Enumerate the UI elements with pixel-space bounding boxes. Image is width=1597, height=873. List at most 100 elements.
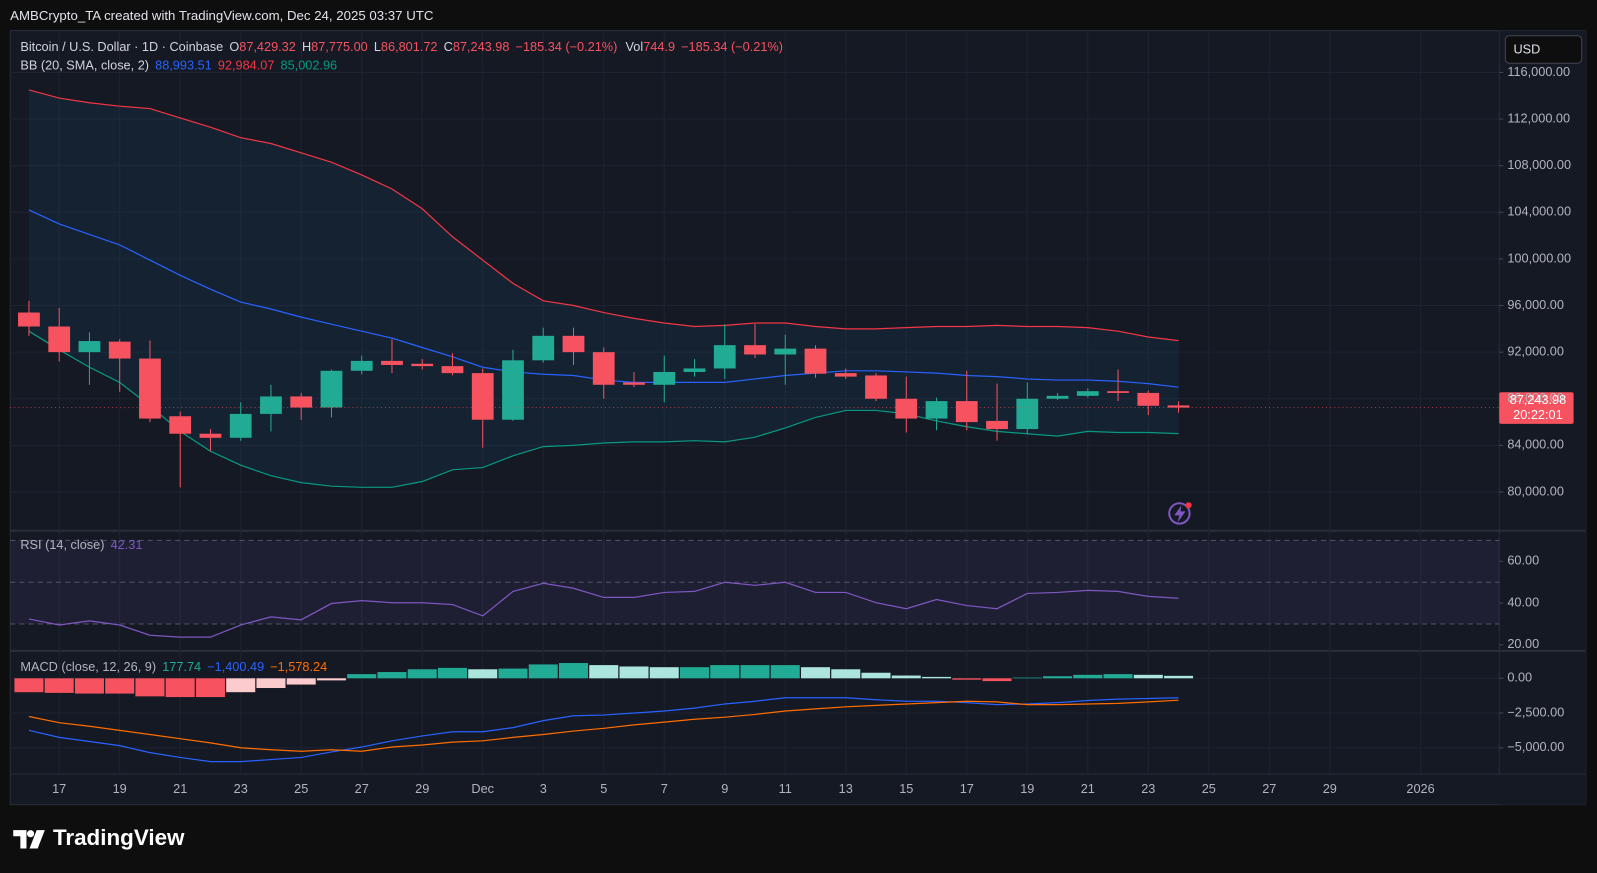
legend-item: L bbox=[374, 39, 381, 54]
candle-body bbox=[108, 341, 131, 359]
candle-body bbox=[653, 371, 676, 385]
x-tick-label: 17 bbox=[960, 781, 974, 796]
histogram-bar bbox=[437, 667, 468, 679]
y-tick-label: −5,000.00 bbox=[1507, 739, 1564, 754]
legend-item: 42.31 bbox=[111, 537, 143, 552]
x-tick-label: 17 bbox=[52, 781, 66, 796]
icon-bolt[interactable] bbox=[1174, 505, 1186, 523]
candle-body bbox=[834, 373, 857, 377]
legend-item: 88,993.51 bbox=[155, 58, 212, 73]
histogram-bar bbox=[710, 665, 740, 679]
candle-body bbox=[139, 358, 161, 419]
x-tick-label: 27 bbox=[355, 781, 369, 796]
candle-body bbox=[986, 420, 1008, 430]
y-tick-label: 84,000.00 bbox=[1507, 437, 1564, 452]
histogram-bar bbox=[861, 672, 891, 679]
candle-body bbox=[411, 363, 434, 367]
last-price-box bbox=[1499, 392, 1574, 424]
labels: 17 19 21 23 25 27 29 Dec 3 5 7 9 11 13 15 17 19 21 23 25 27 2… bbox=[20, 39, 1571, 795]
legend: MACD (close, 12, 26, 9) 177.74 −1,400.49 −1… bbox=[20, 660, 327, 675]
y-tick-label: 92,000.00 bbox=[1507, 344, 1564, 359]
x-tick-label: 11 bbox=[779, 781, 792, 796]
legend: BB (20, SMA, close, 2) 88,993.51 92,984.07… bbox=[20, 58, 337, 73]
candle-body bbox=[1107, 391, 1129, 393]
candle-body bbox=[865, 375, 887, 399]
x-tick-label: 29 bbox=[415, 781, 429, 796]
legend-item: 87,243.98 bbox=[453, 39, 510, 54]
histogram-bar bbox=[982, 678, 1012, 682]
currency-button[interactable]: USD bbox=[1504, 35, 1583, 64]
y-tick-label: 80,000.00 bbox=[1507, 483, 1564, 498]
histogram-bar bbox=[226, 678, 256, 693]
histogram-bar bbox=[558, 663, 589, 679]
legend-item: Bitcoin / U.S. Dollar · 1D · Coinbase bbox=[20, 39, 223, 54]
histogram-bar bbox=[165, 678, 195, 698]
candle-body bbox=[774, 348, 797, 355]
grid bbox=[10, 31, 1504, 775]
histogram-bar bbox=[347, 674, 377, 679]
y-tick-label: 96,000.00 bbox=[1507, 297, 1564, 312]
x-tick-label: 25 bbox=[1202, 781, 1216, 796]
y-tick-label: 40.00 bbox=[1507, 594, 1539, 609]
legend-item: 92,984.07 bbox=[218, 58, 275, 73]
bollinger-line bbox=[28, 89, 1179, 342]
legend-item: 87,775.00 bbox=[311, 39, 368, 54]
x-tick-label: 29 bbox=[1323, 781, 1337, 796]
legend-item: −1,578.24 bbox=[270, 660, 327, 675]
candle-body bbox=[955, 401, 978, 423]
histogram-bar bbox=[286, 678, 316, 685]
histogram-bar bbox=[1103, 674, 1133, 679]
candle-body bbox=[804, 348, 827, 374]
histogram-bar bbox=[891, 675, 921, 679]
histogram-bar bbox=[740, 665, 770, 679]
candle-body bbox=[260, 396, 282, 414]
y-tick-label: −2,500.00 bbox=[1507, 704, 1564, 719]
y-tick-label: 112,000.00 bbox=[1507, 110, 1570, 125]
currency-box[interactable] bbox=[1504, 35, 1583, 64]
icon-dot[interactable] bbox=[1185, 502, 1192, 509]
legend-item: 85,002.96 bbox=[281, 58, 338, 73]
candle-body bbox=[683, 368, 706, 372]
candle-body bbox=[623, 382, 645, 385]
candle-body bbox=[350, 360, 373, 371]
histogram-bar bbox=[407, 669, 437, 679]
y-tick-label: 104,000.00 bbox=[1507, 204, 1571, 219]
histogram-bar bbox=[1012, 677, 1042, 679]
histogram-bar bbox=[1133, 674, 1163, 679]
legend-item: −185.34 (−0.21%) bbox=[681, 39, 783, 54]
y-tick-label: 60.00 bbox=[1507, 553, 1539, 568]
legend-item: 744.9 bbox=[643, 39, 675, 54]
candle-body bbox=[48, 326, 71, 353]
x-tick-label: 21 bbox=[1081, 781, 1095, 796]
candle-body bbox=[471, 373, 494, 420]
header: AMBCrypto_TA created with TradingView.co… bbox=[10, 8, 434, 23]
candle-body bbox=[290, 396, 313, 408]
histogram-bar bbox=[922, 676, 952, 679]
histogram-bar bbox=[831, 669, 861, 679]
y-tick-label: 116,000.00 bbox=[1507, 64, 1570, 79]
histogram-bar bbox=[135, 678, 165, 697]
candle-body bbox=[441, 366, 464, 374]
icon-ring[interactable] bbox=[1168, 502, 1191, 525]
histogram-bar bbox=[1164, 675, 1194, 679]
legend-item: −185.34 (−0.21%) bbox=[516, 39, 618, 54]
candle-body bbox=[592, 352, 615, 385]
histogram-bar bbox=[316, 678, 346, 681]
histogram-bar bbox=[105, 678, 135, 694]
histogram-bar bbox=[195, 678, 225, 698]
legend-item: 86,801.72 bbox=[381, 39, 438, 54]
histogram-bar bbox=[468, 669, 498, 679]
legend: Bitcoin / U.S. Dollar · 1D · Coinbase O87… bbox=[20, 39, 783, 54]
x-tick-label: 25 bbox=[294, 781, 308, 796]
currency[interactable]: USD bbox=[1513, 41, 1540, 56]
logo-mark bbox=[13, 830, 45, 849]
histogram-bar bbox=[589, 665, 619, 679]
x-tick-label: 7 bbox=[661, 781, 668, 796]
histogram-bar bbox=[74, 678, 104, 694]
last-price: 87,243.98 bbox=[1510, 392, 1567, 407]
y-tick-label: 108,000.00 bbox=[1507, 157, 1571, 172]
x-tick-label: 23 bbox=[1141, 781, 1155, 796]
brand: TradingView bbox=[53, 825, 185, 850]
assistant-icon[interactable] bbox=[1168, 502, 1192, 525]
